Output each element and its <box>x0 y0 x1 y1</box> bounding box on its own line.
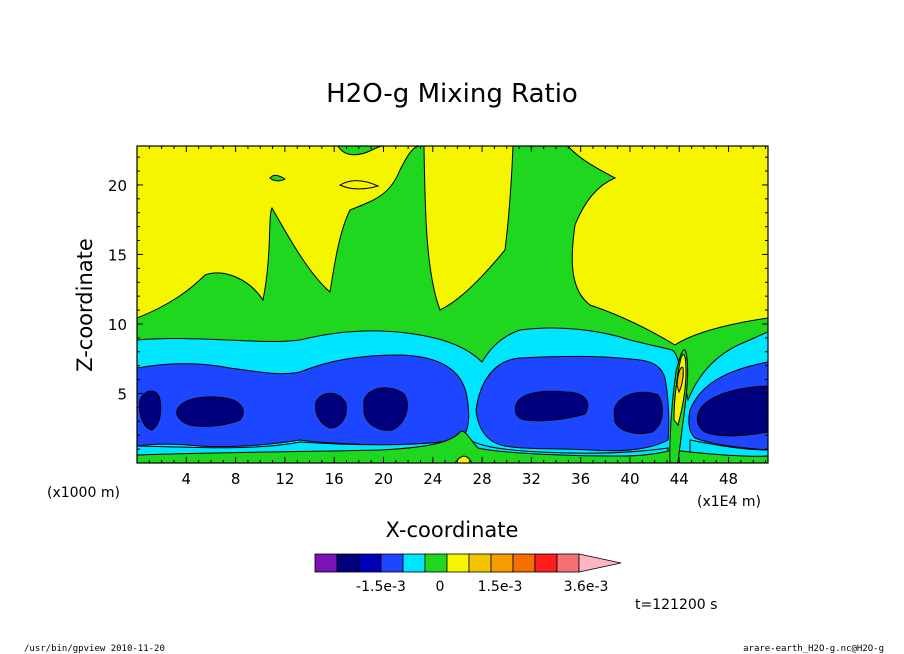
contour-field <box>137 146 768 463</box>
colorbar-label: 0 <box>436 579 445 595</box>
x-tick-label: 12 <box>275 470 294 488</box>
y-tick-label: 15 <box>108 246 127 264</box>
x-tick-label: 28 <box>473 470 492 488</box>
y-axis-label: Z-coordinate <box>73 238 97 372</box>
x-tick-label: 36 <box>571 470 590 488</box>
x-tick-label: 24 <box>423 470 442 488</box>
footer-program: /usr/bin/gpview 2010-11-20 <box>24 644 165 654</box>
chart-title: H2O-g Mixing Ratio <box>326 79 578 109</box>
plot-frame <box>136 145 769 464</box>
contour-core-3 <box>315 392 347 429</box>
contour-core-4 <box>363 387 408 431</box>
colorbar-swatch <box>358 553 382 573</box>
contour-plume-orange <box>676 366 684 394</box>
x-axis-label: X-coordinate <box>386 518 519 542</box>
x-tick-label: 16 <box>325 470 344 488</box>
colorbar-swatch <box>336 553 360 573</box>
contour-bottom-green <box>137 430 768 463</box>
x-tick-label: 4 <box>182 470 192 488</box>
time-label: t=121200 s <box>635 597 717 613</box>
colorbar-swatch <box>446 553 470 573</box>
colorbar-label: -1.5e-3 <box>356 579 406 595</box>
contour-island-mid <box>338 180 380 190</box>
colorbar-swatch <box>556 553 580 573</box>
colorbar-swatch <box>512 553 536 573</box>
colorbar-swatch <box>534 553 558 573</box>
x-tick-label: 40 <box>620 470 639 488</box>
colorbar-label: 3.6e-3 <box>564 579 609 595</box>
y-axis: 5 10 15 20 <box>108 156 768 450</box>
contour-island-small <box>269 174 286 182</box>
contour-core-5 <box>514 390 589 422</box>
colorbar <box>314 553 622 573</box>
x-unit-left: (x1000 m) <box>47 485 120 501</box>
colorbar-swatch <box>314 553 338 573</box>
colorbar-swatch <box>490 553 514 573</box>
y-tick-label: 5 <box>117 385 127 403</box>
x-tick-label: 8 <box>231 470 241 488</box>
contour-core-7 <box>696 385 768 437</box>
colorbar-swatch <box>468 553 492 573</box>
contour-core-1 <box>139 390 162 431</box>
contour-core-2 <box>176 396 244 427</box>
x-axis: 4 8 12 16 20 24 28 32 36 40 44 48 <box>148 146 767 488</box>
y-tick-label: 20 <box>108 177 127 195</box>
y-tick-label: 10 <box>108 316 127 334</box>
colorbar-swatch <box>380 553 404 573</box>
x-tick-label: 48 <box>719 470 738 488</box>
x-unit-right: (x1E4 m) <box>697 494 761 510</box>
contour-core-6 <box>613 391 663 435</box>
x-tick-label: 32 <box>522 470 541 488</box>
colorbar-labels: -1.5e-3 0 1.5e-3 3.6e-3 <box>356 579 608 595</box>
colorbar-swatch <box>424 553 448 573</box>
x-tick-label: 44 <box>670 470 689 488</box>
colorbar-arrow <box>578 553 622 573</box>
colorbar-swatch <box>402 553 426 573</box>
x-tick-label: 20 <box>374 470 393 488</box>
footer-source: arare-earth_H2O-g.nc@H2O-g <box>743 644 884 654</box>
colorbar-label: 1.5e-3 <box>478 579 523 595</box>
